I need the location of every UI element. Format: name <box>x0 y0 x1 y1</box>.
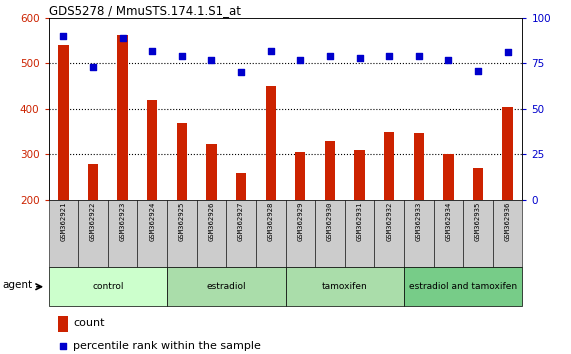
Text: GSM362931: GSM362931 <box>356 202 363 241</box>
Text: count: count <box>73 318 104 329</box>
Bar <box>256 200 286 267</box>
Point <box>385 53 394 59</box>
Bar <box>138 200 167 267</box>
Bar <box>118 35 128 200</box>
Point <box>207 57 216 62</box>
Point <box>148 48 157 53</box>
Bar <box>78 200 108 267</box>
Bar <box>58 45 69 200</box>
Bar <box>286 200 315 267</box>
Bar <box>147 100 158 200</box>
Bar <box>108 200 138 267</box>
Text: GSM362935: GSM362935 <box>475 202 481 241</box>
Bar <box>473 168 483 200</box>
Bar <box>226 200 256 267</box>
Bar <box>502 107 513 200</box>
Bar <box>325 141 335 200</box>
Text: GSM362936: GSM362936 <box>505 202 510 241</box>
Point <box>59 343 68 349</box>
Text: GSM362922: GSM362922 <box>90 202 96 241</box>
Text: GSM362924: GSM362924 <box>149 202 155 241</box>
Text: GSM362929: GSM362929 <box>297 202 303 241</box>
Text: GSM362923: GSM362923 <box>119 202 126 241</box>
Bar <box>286 267 404 306</box>
Point <box>266 48 275 53</box>
Point <box>444 57 453 62</box>
Point <box>414 53 423 59</box>
Bar <box>58 316 69 332</box>
Text: GSM362925: GSM362925 <box>179 202 185 241</box>
Bar <box>345 200 375 267</box>
Bar <box>493 200 522 267</box>
Bar <box>176 122 187 200</box>
Bar <box>88 165 98 200</box>
Bar <box>167 200 196 267</box>
Text: GSM362921: GSM362921 <box>61 202 66 241</box>
Text: estradiol: estradiol <box>207 282 246 291</box>
Text: GSM362927: GSM362927 <box>238 202 244 241</box>
Bar <box>49 267 167 306</box>
Point <box>355 55 364 61</box>
Point <box>118 35 127 41</box>
Bar <box>236 173 246 200</box>
Bar <box>375 200 404 267</box>
Bar <box>443 154 453 200</box>
Point <box>236 69 246 75</box>
Text: GSM362930: GSM362930 <box>327 202 333 241</box>
Text: estradiol and tamoxifen: estradiol and tamoxifen <box>409 282 517 291</box>
Point <box>177 53 186 59</box>
Bar <box>355 150 365 200</box>
Bar <box>266 86 276 200</box>
Text: agent: agent <box>2 280 33 290</box>
Point <box>473 68 482 73</box>
Text: GDS5278 / MmuSTS.174.1.S1_at: GDS5278 / MmuSTS.174.1.S1_at <box>49 4 240 17</box>
Bar <box>384 132 395 200</box>
Text: control: control <box>92 282 123 291</box>
Point <box>59 33 68 39</box>
Text: GSM362932: GSM362932 <box>386 202 392 241</box>
Bar <box>196 200 226 267</box>
Bar <box>404 200 433 267</box>
Text: GSM362928: GSM362928 <box>268 202 274 241</box>
Bar <box>413 132 424 200</box>
Text: tamoxifen: tamoxifen <box>322 282 368 291</box>
Point <box>503 50 512 55</box>
Text: GSM362933: GSM362933 <box>416 202 422 241</box>
Bar <box>49 200 78 267</box>
Bar <box>167 267 286 306</box>
Bar <box>463 200 493 267</box>
Text: GSM362926: GSM362926 <box>208 202 215 241</box>
Bar <box>206 144 216 200</box>
Bar <box>404 267 522 306</box>
Point <box>325 53 335 59</box>
Point <box>89 64 98 70</box>
Text: GSM362934: GSM362934 <box>445 202 452 241</box>
Point <box>296 57 305 62</box>
Bar <box>433 200 463 267</box>
Text: percentile rank within the sample: percentile rank within the sample <box>73 341 261 352</box>
Bar <box>315 200 345 267</box>
Bar <box>295 152 305 200</box>
